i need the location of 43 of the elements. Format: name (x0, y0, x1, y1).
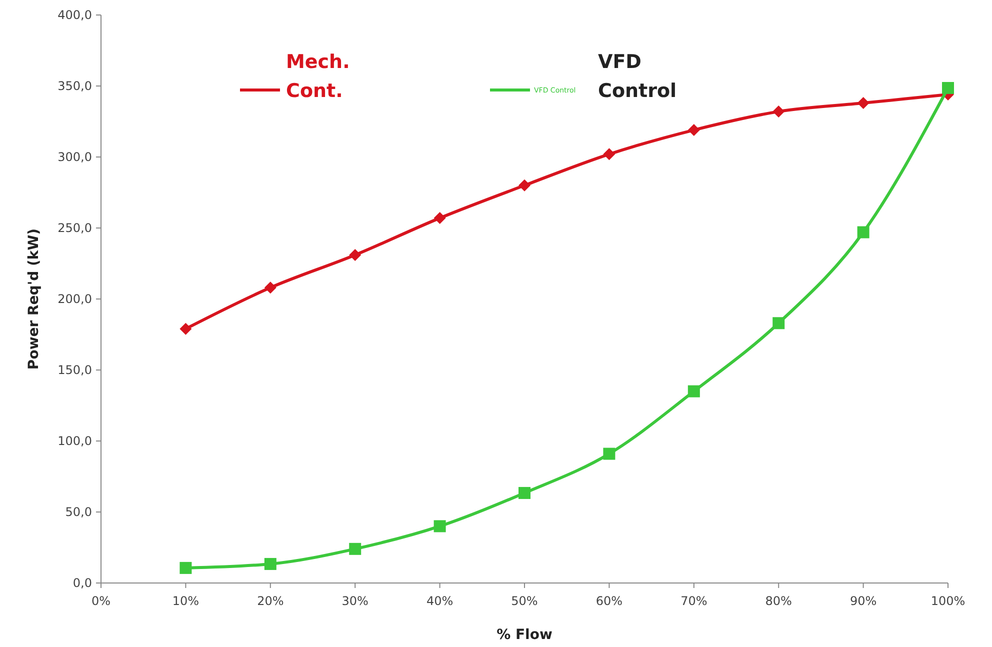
x-axis-title: % Flow (496, 627, 552, 643)
y-tick-label: 150,0 (58, 363, 92, 378)
point (349, 542, 362, 555)
point (518, 179, 530, 192)
point (180, 322, 192, 335)
point (434, 520, 446, 532)
point (772, 317, 785, 330)
x-tick-label: 100% (930, 594, 966, 608)
y-tick-label: 400,0 (58, 8, 92, 22)
point (434, 212, 446, 224)
point (518, 486, 530, 499)
point (688, 385, 700, 398)
x-tick-label: 90% (850, 594, 877, 608)
y-tick-label: 200,0 (58, 292, 92, 306)
x-tick-label: 40% (426, 594, 454, 608)
point (180, 562, 192, 574)
x-tick-label: 20% (257, 594, 284, 608)
x-tick-label: 70% (680, 594, 708, 608)
text: Mech. Cont. (286, 51, 356, 102)
point (603, 448, 616, 460)
point (264, 282, 276, 294)
point (688, 124, 700, 136)
point (264, 558, 276, 570)
point (603, 148, 616, 160)
y-tick-label: 100,0 (58, 434, 92, 448)
y-tick-label: 300,0 (58, 150, 92, 164)
point (857, 226, 870, 238)
y-tick-label: 0,0 (72, 576, 92, 590)
point (772, 106, 785, 118)
x-tick-label: 60% (596, 594, 623, 608)
x-tick-label: 30% (342, 594, 368, 608)
point (942, 82, 954, 94)
x-tick-label: 80% (765, 594, 792, 608)
point (349, 248, 362, 261)
annotation: VFD Control (598, 51, 677, 102)
y-tick-label: 50,0 (65, 505, 92, 520)
y-tick-label: 350,0 (58, 79, 92, 94)
x-tick-label: 10% (172, 594, 200, 608)
y-axis-title: Power Req'd (kW) (26, 228, 42, 370)
point (857, 97, 870, 110)
x-tick-label: 0% (91, 594, 111, 608)
x-tick-label: 50% (511, 594, 538, 608)
y-tick-label: 250,0 (58, 221, 92, 236)
